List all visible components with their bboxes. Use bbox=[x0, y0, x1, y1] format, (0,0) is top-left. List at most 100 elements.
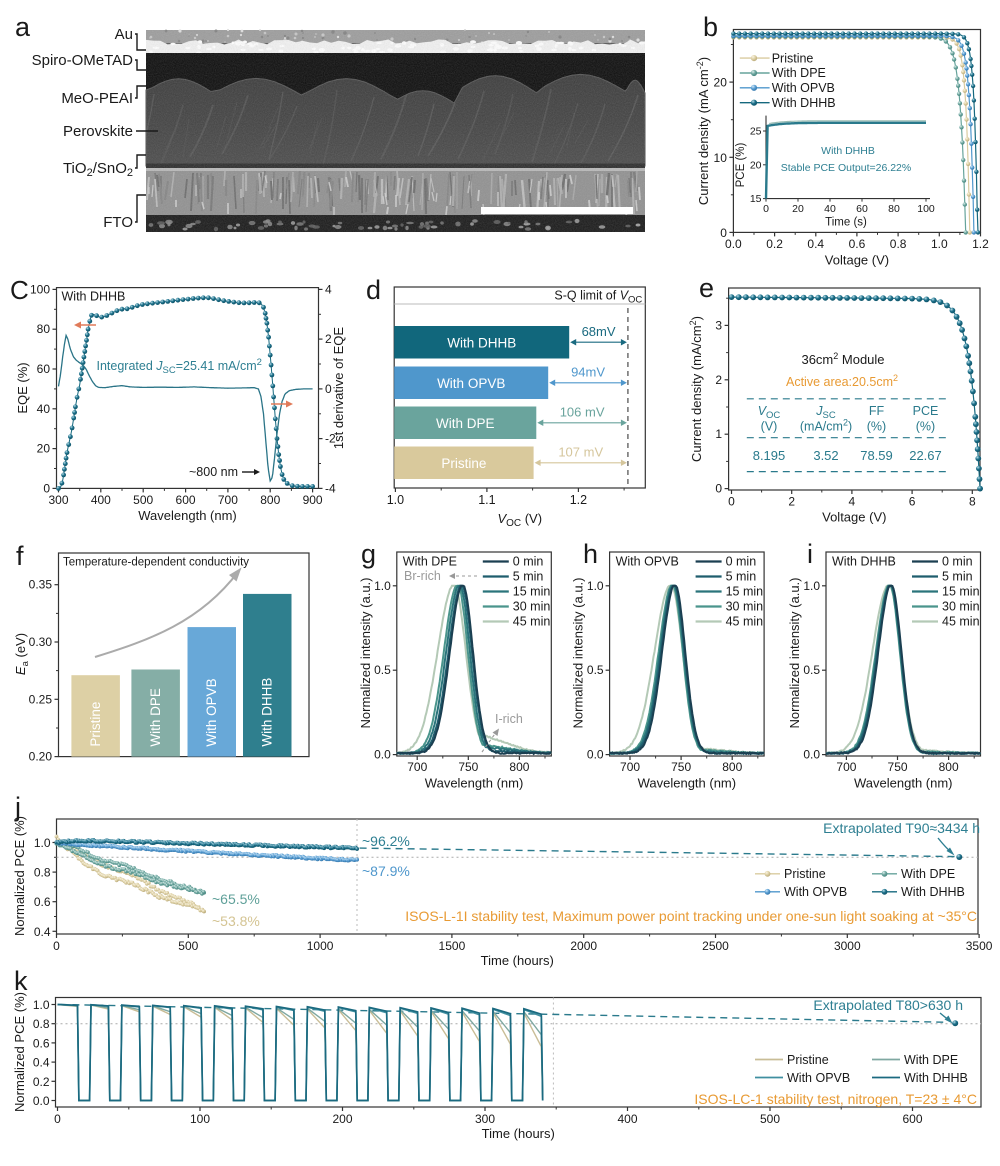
svg-text:~96.2%: ~96.2% bbox=[362, 833, 410, 849]
svg-text:1.0: 1.0 bbox=[931, 237, 948, 251]
svg-text:0: 0 bbox=[763, 203, 769, 215]
svg-text:20: 20 bbox=[37, 442, 51, 456]
svg-text:4: 4 bbox=[325, 282, 332, 296]
svg-text:With DHHB: With DHHB bbox=[62, 290, 126, 304]
svg-text:With OPVB: With OPVB bbox=[787, 1071, 850, 1085]
svg-text:3.52: 3.52 bbox=[813, 448, 838, 463]
svg-text:78.59: 78.59 bbox=[860, 448, 893, 463]
svg-text:500: 500 bbox=[760, 1112, 780, 1126]
svg-text:100: 100 bbox=[30, 282, 50, 296]
svg-text:Current density (mA cm-2): Current density (mA cm-2) bbox=[695, 57, 711, 205]
svg-text:-4: -4 bbox=[325, 481, 336, 495]
svg-text:60: 60 bbox=[856, 203, 868, 215]
svg-text:0: 0 bbox=[720, 226, 727, 240]
svg-text:0.2: 0.2 bbox=[766, 237, 783, 251]
svg-text:5 min: 5 min bbox=[513, 570, 544, 584]
svg-text:i: i bbox=[807, 539, 813, 569]
svg-text:h: h bbox=[583, 539, 598, 569]
svg-text:Time (hours): Time (hours) bbox=[482, 1126, 555, 1141]
svg-text:3000: 3000 bbox=[834, 939, 861, 953]
svg-text:20: 20 bbox=[714, 76, 728, 90]
svg-text:Br-rich: Br-rich bbox=[404, 569, 441, 583]
svg-text:0.8: 0.8 bbox=[34, 866, 51, 880]
svg-text:800: 800 bbox=[509, 760, 529, 774]
svg-text:0.8: 0.8 bbox=[33, 1017, 50, 1031]
svg-text:EQE (%): EQE (%) bbox=[15, 362, 30, 413]
svg-text:e: e bbox=[699, 273, 714, 303]
svg-text:g: g bbox=[361, 539, 376, 569]
svg-text:Time (hours): Time (hours) bbox=[481, 953, 554, 968]
svg-text:25: 25 bbox=[750, 126, 762, 138]
svg-text:With OPVB: With OPVB bbox=[784, 885, 847, 899]
svg-text:With DPE: With DPE bbox=[772, 66, 826, 80]
svg-text:15 min: 15 min bbox=[726, 585, 764, 599]
svg-text:1500: 1500 bbox=[439, 939, 466, 953]
svg-text:0.0: 0.0 bbox=[587, 748, 604, 762]
svg-text:With OPVB: With OPVB bbox=[616, 555, 679, 569]
svg-text:0.5: 0.5 bbox=[803, 663, 820, 677]
svg-text:Extrapolated T90≈3434 h: Extrapolated T90≈3434 h bbox=[823, 820, 980, 836]
svg-text:20: 20 bbox=[750, 159, 762, 171]
svg-text:With DPE: With DPE bbox=[904, 1053, 958, 1067]
svg-text:8.195: 8.195 bbox=[753, 448, 786, 463]
svg-text:22.67: 22.67 bbox=[909, 448, 942, 463]
svg-text:With DPE: With DPE bbox=[436, 416, 495, 431]
svg-text:Perovskite: Perovskite bbox=[63, 123, 133, 140]
svg-text:800: 800 bbox=[260, 493, 280, 507]
svg-text:~87.9%: ~87.9% bbox=[362, 863, 410, 879]
svg-text:1.0: 1.0 bbox=[34, 836, 51, 850]
svg-text:0 min: 0 min bbox=[513, 555, 544, 569]
svg-text:f: f bbox=[16, 541, 24, 571]
svg-text:S-Q limit of VOC: S-Q limit of VOC bbox=[554, 289, 642, 306]
svg-text:2: 2 bbox=[715, 373, 722, 387]
svg-text:0.5: 0.5 bbox=[374, 663, 391, 677]
svg-text:0.4: 0.4 bbox=[807, 237, 824, 251]
svg-text:6: 6 bbox=[909, 495, 916, 509]
svg-text:0.8: 0.8 bbox=[890, 237, 907, 251]
svg-text:~800 nm: ~800 nm bbox=[189, 465, 238, 479]
svg-text:0.0: 0.0 bbox=[33, 1094, 50, 1108]
svg-text:With DHHB: With DHHB bbox=[772, 96, 836, 110]
svg-text:400: 400 bbox=[617, 1112, 637, 1126]
svg-text:0.4: 0.4 bbox=[34, 925, 51, 939]
svg-text:8: 8 bbox=[969, 495, 976, 509]
svg-text:10: 10 bbox=[714, 151, 728, 165]
svg-text:500: 500 bbox=[178, 939, 198, 953]
svg-text:300: 300 bbox=[475, 1112, 495, 1126]
svg-text:With DPE: With DPE bbox=[148, 688, 163, 747]
svg-text:Normalized PCE (%): Normalized PCE (%) bbox=[12, 816, 27, 936]
svg-text:1: 1 bbox=[715, 427, 722, 441]
svg-text:20: 20 bbox=[792, 203, 804, 215]
svg-text:0 min: 0 min bbox=[726, 555, 757, 569]
svg-text:0.25: 0.25 bbox=[29, 692, 53, 706]
svg-text:200: 200 bbox=[332, 1112, 352, 1126]
svg-text:Voltage (V): Voltage (V) bbox=[822, 510, 886, 525]
svg-text:3500: 3500 bbox=[966, 939, 993, 953]
svg-text:TiO2/SnO2: TiO2/SnO2 bbox=[63, 160, 133, 179]
svg-text:300: 300 bbox=[48, 493, 68, 507]
svg-text:0.30: 0.30 bbox=[29, 635, 53, 649]
svg-text:0: 0 bbox=[715, 482, 722, 496]
svg-text:0: 0 bbox=[728, 495, 735, 509]
svg-text:0: 0 bbox=[43, 481, 50, 495]
svg-text:60: 60 bbox=[37, 362, 51, 376]
svg-text:700: 700 bbox=[836, 760, 856, 774]
svg-text:Normalized PCE (%): Normalized PCE (%) bbox=[12, 992, 27, 1112]
svg-text:Au: Au bbox=[115, 26, 133, 43]
svg-text:30 min: 30 min bbox=[942, 600, 980, 614]
svg-text:With DHHB: With DHHB bbox=[832, 555, 896, 569]
svg-text:0: 0 bbox=[53, 939, 60, 953]
svg-text:Pristine: Pristine bbox=[772, 51, 814, 65]
svg-text:750: 750 bbox=[458, 760, 478, 774]
svg-text:(mA/cm2): (mA/cm2) bbox=[800, 418, 852, 434]
svg-text:45 min: 45 min bbox=[513, 615, 551, 629]
svg-text:Normalized intensity (a.u.): Normalized intensity (a.u.) bbox=[571, 578, 586, 729]
svg-text:40: 40 bbox=[37, 402, 51, 416]
svg-text:0.6: 0.6 bbox=[34, 895, 51, 909]
svg-text:(%): (%) bbox=[867, 420, 886, 434]
svg-text:With DHHB: With DHHB bbox=[260, 678, 275, 747]
svg-text:With DHHB: With DHHB bbox=[901, 885, 965, 899]
svg-text:d: d bbox=[366, 275, 381, 305]
svg-text:~53.8%: ~53.8% bbox=[212, 913, 260, 929]
svg-text:750: 750 bbox=[888, 760, 908, 774]
